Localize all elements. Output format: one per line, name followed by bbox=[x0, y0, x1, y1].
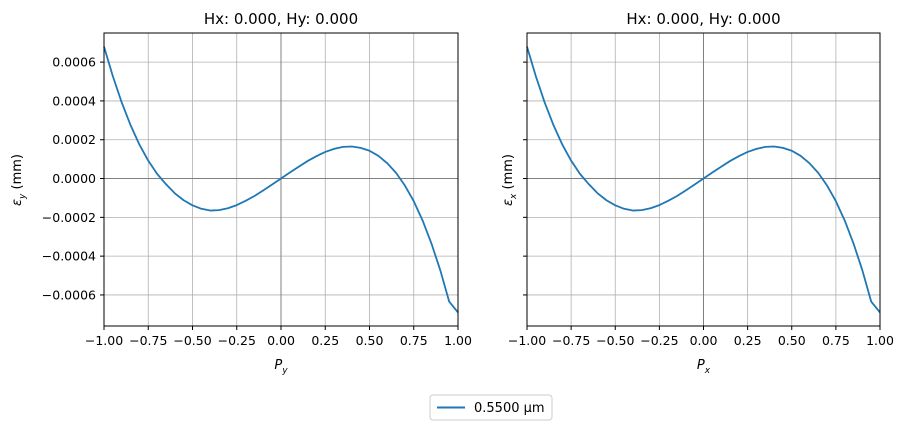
y-tick-label: −0.0002 bbox=[42, 210, 96, 225]
chart-right: Hx: 0.000, Hy: 0.000 −1.00 −0.75 −0.50 −0.2… bbox=[501, 10, 894, 376]
x-tick-label: −0.50 bbox=[596, 333, 634, 348]
x-tick-label: 0.00 bbox=[690, 333, 718, 348]
x-tick-label: −0.25 bbox=[218, 333, 256, 348]
x-axis-label: Px bbox=[697, 358, 711, 376]
x-tick-label: −1.00 bbox=[508, 333, 546, 348]
x-tick-label: 0.75 bbox=[400, 333, 428, 348]
x-tick-label: 0.75 bbox=[822, 333, 850, 348]
x-tick-label: 0.50 bbox=[778, 333, 806, 348]
x-tick-label: −0.75 bbox=[552, 333, 590, 348]
x-tick-label: −1.00 bbox=[85, 333, 123, 348]
chart-title: Hx: 0.000, Hy: 0.000 bbox=[626, 10, 780, 28]
x-tick-label: 0.25 bbox=[311, 333, 339, 348]
x-tick-label: −0.75 bbox=[129, 333, 167, 348]
legend-label: 0.5500 µm bbox=[474, 401, 545, 416]
y-axis-label: εy (mm) bbox=[10, 154, 28, 206]
y-tick-label: 0.0002 bbox=[52, 132, 96, 147]
series-line bbox=[526, 46, 881, 313]
x-tick-label: −0.25 bbox=[640, 333, 678, 348]
y-tick-label: −0.0006 bbox=[42, 287, 96, 302]
x-tick-label: 1.00 bbox=[866, 333, 894, 348]
y-tick-label: 0.0004 bbox=[52, 93, 96, 108]
legend: 0.5500 µm bbox=[429, 394, 553, 421]
y-tick-label: 0.0000 bbox=[52, 171, 96, 186]
y-tick-label: −0.0004 bbox=[42, 249, 96, 264]
x-tick-label: 1.00 bbox=[444, 333, 472, 348]
legend-box bbox=[429, 394, 553, 421]
y-tick-label: 0.0006 bbox=[52, 55, 96, 70]
series-line bbox=[103, 46, 459, 313]
chart-left: Hx: 0.000, Hy: 0.000 −1.00 −0.75 −0.50 −0.2… bbox=[10, 10, 472, 376]
chart-title: Hx: 0.000, Hy: 0.000 bbox=[204, 10, 358, 28]
x-tick-label: 0.50 bbox=[356, 333, 384, 348]
x-axis-label: Py bbox=[274, 358, 288, 376]
x-tick-label: 0.25 bbox=[734, 333, 762, 348]
x-tick-label: −0.50 bbox=[173, 333, 211, 348]
x-tick-label: 0.00 bbox=[267, 333, 295, 348]
y-axis-label: εx (mm) bbox=[501, 154, 519, 206]
